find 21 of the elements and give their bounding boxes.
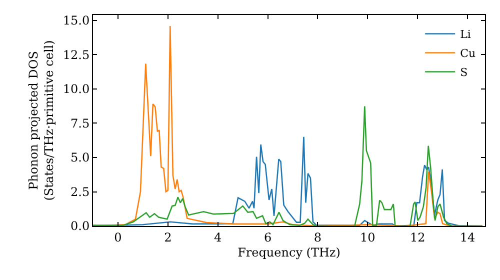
x-axis-title: Frequency (THz): [238, 245, 340, 260]
y-tick-label: 10.0: [62, 82, 90, 96]
x-tick-label: 14: [460, 230, 476, 244]
x-tick-label: 2: [164, 230, 172, 244]
x-tick-label: 12: [410, 230, 426, 244]
x-tick-label: 4: [214, 230, 222, 244]
legend-label: S: [460, 66, 468, 80]
y-tick-label: 2.5: [70, 184, 90, 199]
x-tick-label: 8: [314, 230, 322, 244]
y-tick-label: 5.0: [70, 150, 90, 165]
legend-label: Li: [460, 28, 472, 42]
y-tick-label: 7.5: [70, 116, 90, 130]
line-series: [93, 106, 484, 226]
y-axis-title: Phonon projected DOS (States/THz·primitive cell): [26, 40, 56, 201]
x-tick-label: 0: [114, 230, 122, 244]
y-tick-label: 15.0: [62, 14, 90, 28]
y-tick-label: 0.0: [70, 219, 90, 234]
legend-label: Cu: [460, 47, 476, 60]
x-tick-label: 6: [264, 230, 272, 244]
x-tick-label: 10: [360, 230, 376, 244]
y-tick-label: 12.5: [62, 48, 90, 62]
